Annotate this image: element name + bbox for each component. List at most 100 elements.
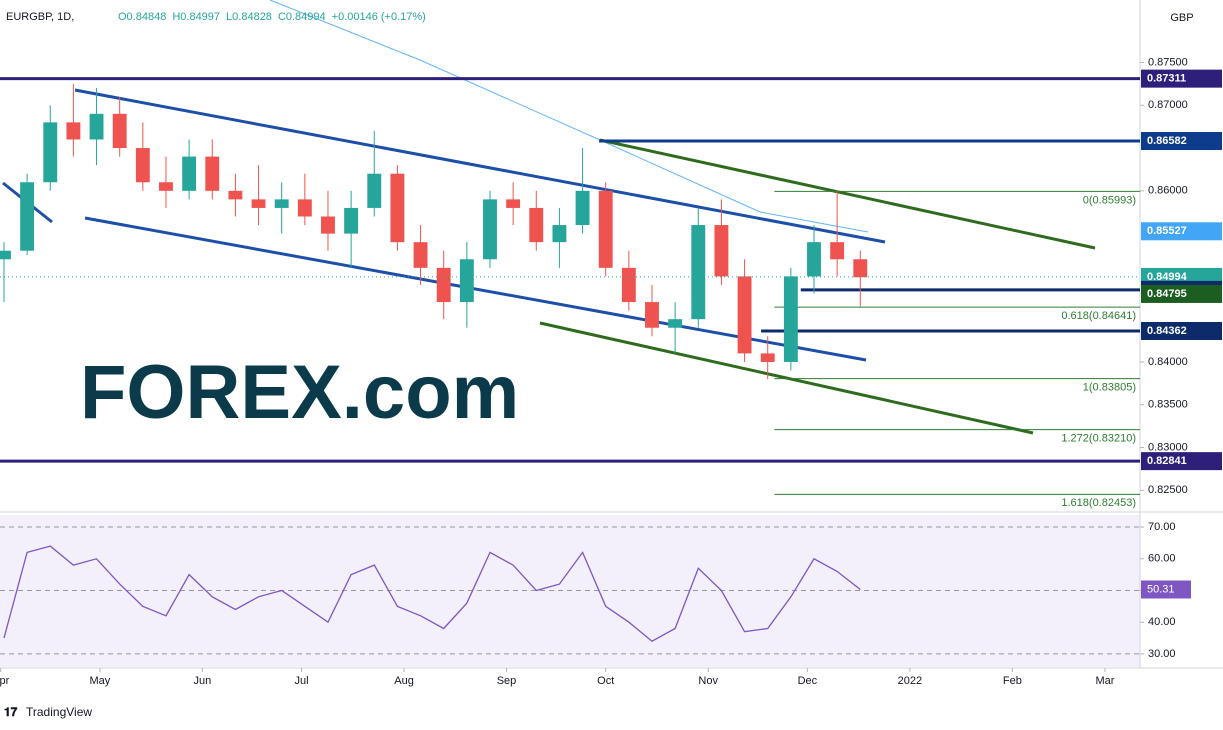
x-tick-label: May bbox=[89, 675, 110, 687]
candle-body bbox=[783, 276, 798, 362]
header-value: +0.00146 (+0.17%) bbox=[332, 11, 426, 23]
y-tick-label: 0.83500 bbox=[1148, 399, 1188, 411]
x-tick-label: Mar bbox=[1095, 675, 1114, 687]
candle-body bbox=[621, 267, 636, 303]
level-label-box bbox=[1141, 284, 1222, 303]
candle-body bbox=[274, 199, 289, 208]
x-tick-label: 2022 bbox=[898, 675, 922, 687]
y-tick-label: 0.86000 bbox=[1148, 185, 1188, 197]
header-value: H0.84997 bbox=[172, 11, 220, 23]
candle-body bbox=[760, 353, 775, 362]
x-tick-label: Sep bbox=[497, 675, 517, 687]
brand: TradingView bbox=[26, 705, 92, 719]
candle-body bbox=[737, 276, 752, 354]
x-tick-label: Aug bbox=[394, 675, 414, 687]
channel-bottom bbox=[84, 216, 867, 362]
fib-label: 0(0.85993) bbox=[1083, 194, 1136, 206]
y-tick-label: 0.82500 bbox=[1148, 484, 1188, 496]
candle-body bbox=[575, 190, 590, 226]
candle-body bbox=[0, 250, 11, 260]
candle-body bbox=[135, 148, 150, 183]
fib-label: 0.618(0.84641) bbox=[1061, 310, 1136, 322]
header-value: L0.84828 bbox=[226, 11, 272, 23]
candle-body bbox=[112, 113, 127, 149]
level-label: 0.86582 bbox=[1147, 135, 1187, 147]
candle-body bbox=[321, 216, 335, 234]
rsi-tick-label: 40.00 bbox=[1148, 616, 1176, 628]
fib-label: 1.618(0.82453) bbox=[1061, 497, 1136, 509]
candle-body bbox=[459, 259, 474, 303]
candle-body bbox=[251, 199, 266, 208]
rsi-tick-label: 70.00 bbox=[1148, 521, 1176, 533]
candle-body bbox=[228, 190, 243, 200]
level-label: 0.82841 bbox=[1147, 455, 1187, 467]
candle-body bbox=[552, 225, 567, 243]
candle-body bbox=[413, 242, 428, 268]
candle-body bbox=[807, 242, 821, 277]
moving-average bbox=[269, 0, 869, 233]
fib-label: 1(0.83805) bbox=[1083, 382, 1136, 394]
header-value: O0.84848 bbox=[118, 11, 166, 23]
symbol: EURGBP, 1D, bbox=[6, 11, 74, 23]
brand-logo: 𝟏𝟕 bbox=[4, 705, 18, 719]
y-tick-label: 0.87000 bbox=[1148, 99, 1188, 111]
candle-body bbox=[436, 267, 451, 303]
rsi-last-box bbox=[1141, 580, 1191, 599]
candle-body bbox=[390, 173, 405, 243]
level-label: 0.84994 bbox=[1147, 271, 1188, 283]
x-tick-label: Jun bbox=[193, 675, 211, 687]
candle-body bbox=[205, 156, 220, 191]
candle-body bbox=[297, 199, 312, 217]
trend-lines bbox=[2, 0, 1096, 435]
rsi-tick-label: 60.00 bbox=[1148, 553, 1176, 565]
level-label-box bbox=[1141, 321, 1222, 340]
level-label: 0.84795 bbox=[1147, 288, 1187, 300]
y-tick-label: 0.84000 bbox=[1148, 356, 1188, 368]
watermark: FOREX.com bbox=[80, 350, 519, 435]
level-label-box bbox=[1141, 132, 1222, 151]
green-channel-top bbox=[599, 138, 1096, 250]
header-value: C0.84994 bbox=[278, 11, 326, 23]
level-label-box bbox=[1141, 69, 1222, 88]
candle-body bbox=[483, 199, 497, 260]
candle-body bbox=[20, 182, 35, 251]
candle-body bbox=[714, 225, 729, 277]
x-tick-label: Dec bbox=[798, 675, 818, 687]
level-label: 0.87311 bbox=[1147, 73, 1186, 85]
level-label: 0.84362 bbox=[1147, 325, 1187, 337]
level-label: 0.85527 bbox=[1147, 225, 1187, 237]
rsi-last-label: 50.31 bbox=[1147, 583, 1175, 595]
candle-body bbox=[344, 207, 359, 234]
y-tick-label: 0.87500 bbox=[1148, 56, 1188, 68]
candle-body bbox=[598, 190, 613, 268]
candle-body bbox=[66, 122, 81, 140]
x-tick-label: Jul bbox=[295, 675, 309, 687]
candle-body bbox=[645, 302, 659, 328]
channel-top bbox=[74, 88, 886, 244]
candle-body bbox=[529, 207, 544, 243]
candle-body bbox=[691, 225, 706, 320]
green-channel-bottom bbox=[539, 321, 1034, 435]
level-label-box bbox=[1141, 452, 1222, 471]
candle-body bbox=[853, 259, 868, 278]
currency: GBP bbox=[1170, 12, 1193, 24]
candle-body bbox=[506, 199, 521, 208]
candle-body bbox=[367, 173, 382, 208]
candle-body bbox=[43, 122, 58, 183]
y-tick-label: 0.83000 bbox=[1148, 441, 1188, 453]
candle-body bbox=[159, 182, 173, 191]
candle-body bbox=[89, 113, 104, 140]
level-label-box bbox=[1141, 222, 1222, 241]
rsi-line bbox=[3, 545, 861, 642]
candle-body bbox=[830, 242, 845, 260]
x-tick-label: Oct bbox=[597, 675, 614, 687]
rsi-tick-label: 30.00 bbox=[1148, 648, 1176, 660]
candle-body bbox=[182, 156, 197, 191]
fib-label: 1.272(0.83210) bbox=[1061, 432, 1136, 444]
candle-body bbox=[668, 319, 683, 328]
x-tick-label: Apr bbox=[0, 675, 10, 687]
rsi-pane bbox=[0, 515, 1140, 667]
x-tick-label: Nov bbox=[698, 675, 718, 687]
x-tick-label: Feb bbox=[1003, 675, 1022, 687]
